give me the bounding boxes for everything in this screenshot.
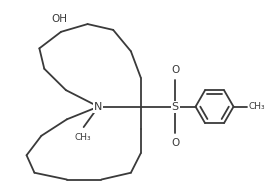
Text: O: O bbox=[171, 65, 179, 75]
Text: OH: OH bbox=[52, 14, 68, 25]
Text: S: S bbox=[172, 102, 179, 112]
Text: N: N bbox=[94, 102, 103, 112]
Text: O: O bbox=[171, 138, 179, 148]
Text: CH₃: CH₃ bbox=[74, 133, 91, 142]
Text: CH₃: CH₃ bbox=[248, 102, 265, 111]
